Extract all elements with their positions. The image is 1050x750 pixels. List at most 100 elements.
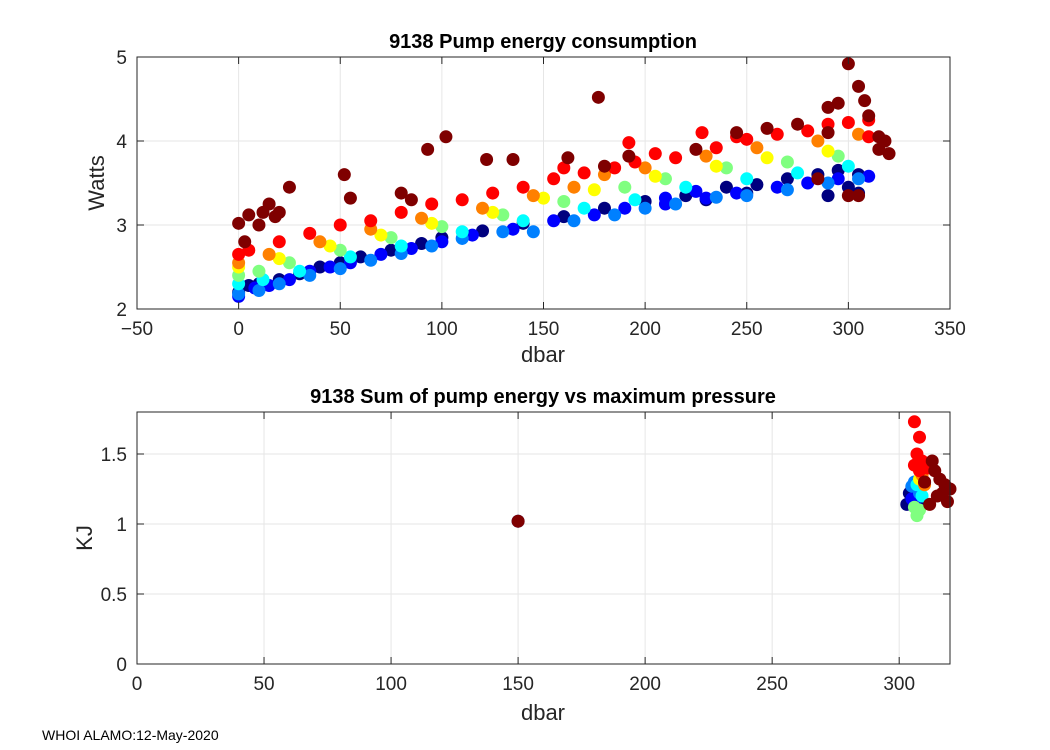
bottom-scatter-point-series-4	[915, 489, 929, 503]
bottom-y-tick-label: 1.5	[101, 445, 127, 466]
bottom-x-axis-label: dbar	[521, 700, 565, 725]
top-scatter-point-series-3	[821, 176, 835, 190]
top-scatter-point-series-8	[333, 218, 347, 232]
bottom-chart-title: 9138 Sum of pump energy vs maximum press…	[310, 386, 776, 408]
top-scatter-point-series-3	[567, 214, 581, 228]
bottom-x-tick-label: 50	[253, 674, 274, 695]
top-scatter-point-series-8	[577, 166, 591, 180]
top-scatter-point-series-9	[841, 189, 855, 203]
top-scatter-point-series-9	[811, 172, 825, 186]
top-scatter-point-series-7	[262, 247, 276, 261]
top-scatter-point-series-5	[384, 231, 398, 245]
top-scatter-points	[232, 57, 896, 303]
top-scatter-point-series-7	[852, 127, 866, 141]
top-scatter-point-series-9	[760, 121, 774, 135]
top-scatter-point-series-2	[547, 214, 561, 228]
top-scatter-point-series-4	[455, 225, 469, 239]
top-scatter-point-series-2	[374, 247, 388, 261]
top-scatter-point-series-7	[567, 180, 581, 194]
top-scatter-point-series-7	[415, 211, 429, 225]
top-scatter-point-series-3	[303, 268, 317, 282]
top-y-tick-label: 5	[116, 48, 127, 69]
top-scatter-point-series-8	[841, 116, 855, 130]
top-scatter-point-series-4	[516, 214, 530, 228]
top-scatter-point-series-8	[232, 247, 246, 261]
top-scatter-point-series-9	[852, 189, 866, 203]
top-x-tick-label: 150	[528, 319, 560, 340]
top-scatter-point-series-9	[858, 94, 872, 108]
top-scatter-point-series-5	[252, 264, 266, 278]
top-scatter-point-series-9	[831, 96, 845, 110]
top-scatter-point-series-3	[333, 262, 347, 276]
top-y-tick-label: 3	[116, 216, 127, 237]
top-x-tick-label: 200	[629, 319, 661, 340]
top-scatter-point-series-6	[374, 228, 388, 242]
top-scatter-point-series-9	[272, 205, 286, 219]
top-scatter-point-series-4	[740, 172, 754, 186]
top-scatter-point-series-9	[282, 180, 296, 194]
bottom-scatter-point-series-9	[511, 514, 525, 528]
top-scatter-point-series-7	[476, 201, 490, 215]
top-scatter-point-series-7	[526, 189, 540, 203]
top-scatter-point-series-6	[537, 191, 550, 205]
bottom-y-tick-label: 0.5	[101, 585, 127, 606]
top-scatter-point-series-5	[333, 243, 347, 257]
top-scatter-point-series-9	[404, 193, 418, 207]
top-scatter-point-series-9	[791, 117, 805, 131]
top-scatter-point-series-8	[272, 235, 286, 249]
top-x-tick-label: 350	[934, 319, 966, 340]
top-scatter-point-series-2	[465, 228, 479, 242]
top-scatter-point-series-9	[878, 134, 892, 148]
bottom-scatter-point-series-8	[913, 430, 927, 444]
top-scatter-point-series-8	[709, 141, 723, 155]
top-scatter-point-series-2	[323, 260, 337, 274]
top-scatter-point-series-1	[780, 172, 794, 186]
top-scatter-point-series-8	[547, 172, 561, 186]
top-scatter-point-series-8	[486, 186, 500, 200]
top-scatter-point-series-1	[557, 210, 571, 224]
top-scatter-point-series-3	[496, 225, 510, 239]
top-scatter-point-series-1	[354, 250, 368, 264]
top-x-axis-label: dbar	[521, 342, 565, 367]
top-scatter-point-series-8	[394, 205, 408, 219]
top-scatter-point-series-7	[638, 161, 652, 175]
top-x-tick-label: 100	[426, 319, 458, 340]
top-scatter-point-series-1	[597, 201, 611, 215]
top-chart-title: 9138 Pump energy consumption	[389, 31, 697, 53]
top-scatter-point-series-7	[313, 235, 327, 249]
top-scatter-point-series-2	[770, 180, 784, 194]
top-scatter-point-series-1	[750, 178, 764, 192]
top-x-tick-label: 50	[330, 319, 351, 340]
bottom-x-tick-label: 100	[375, 674, 407, 695]
top-scatter-point-series-9	[252, 218, 266, 232]
top-scatter-point-series-9	[730, 126, 744, 140]
top-x-tick-label: 300	[833, 319, 865, 340]
top-scatter-point-series-8	[608, 161, 622, 175]
bottom-ticks: 0 50 100 150 200 250 300 0 0.5 1 1.5	[101, 412, 950, 695]
top-scatter-point-series-5	[658, 172, 672, 186]
top-scatter-point-series-9	[821, 126, 835, 140]
bottom-x-tick-label: 200	[629, 674, 661, 695]
top-scatter-point-series-1	[313, 260, 327, 274]
top-scatter-point-series-8	[425, 197, 439, 211]
top-scatter-point-series-3	[852, 172, 866, 186]
top-scatter-point-series-8	[669, 151, 683, 165]
bottom-x-tick-label: 0	[132, 674, 143, 695]
top-scatter-point-series-8	[303, 226, 317, 240]
top-scatter-point-series-5	[435, 220, 449, 234]
top-scatter-point-series-2	[689, 184, 703, 198]
top-scatter-point-series-9	[591, 90, 605, 104]
top-scatter-point-series-7	[750, 141, 764, 155]
bottom-scatter-point-series-8	[907, 415, 921, 429]
top-scatter-point-series-2	[831, 172, 845, 186]
bottom-scatter-points	[511, 415, 957, 528]
top-scatter-point-series-9	[506, 152, 520, 166]
top-scatter-point-series-4	[293, 264, 307, 278]
top-scatter-point-series-5	[719, 161, 733, 175]
bottom-x-tick-label: 150	[502, 674, 534, 695]
top-scatter-point-series-9	[480, 152, 494, 166]
top-scatter-point-series-2	[282, 273, 296, 287]
top-scatter-point-series-6	[760, 151, 774, 165]
top-scatter-point-series-9	[262, 197, 276, 211]
